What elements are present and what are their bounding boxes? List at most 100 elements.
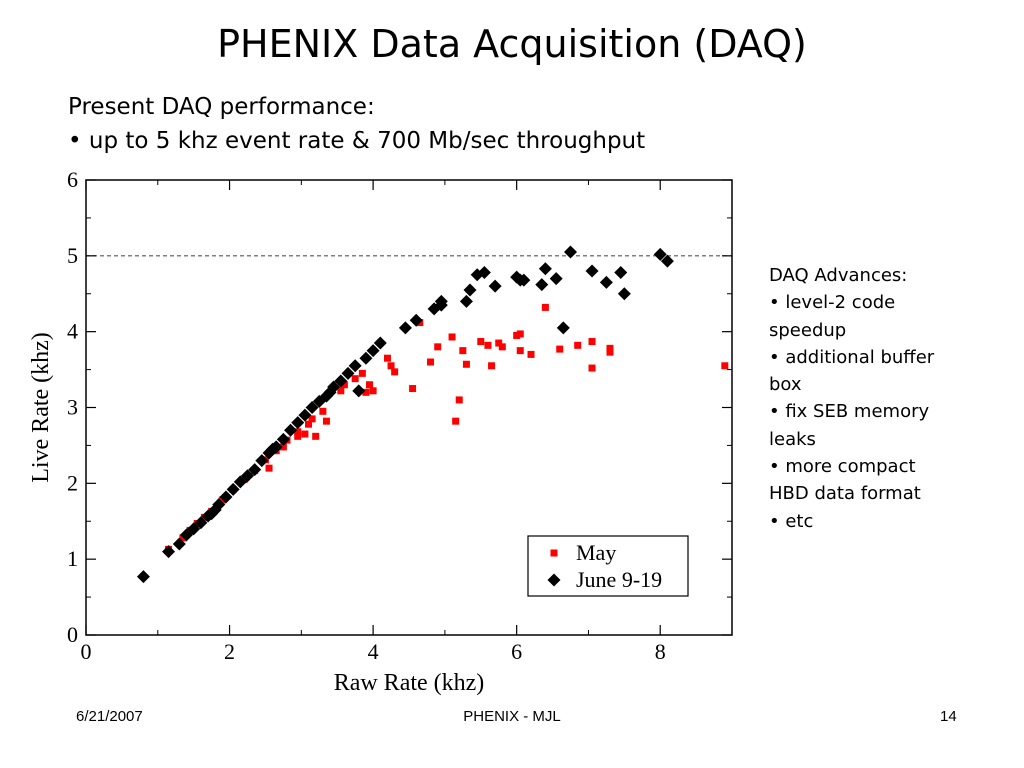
data-point-diamond	[660, 254, 674, 268]
chart-axes-layer: 0 2 4 6 8 0 1 2 3 4 5 6	[67, 170, 732, 664]
data-point-square	[319, 407, 327, 415]
data-point-diamond	[172, 537, 186, 551]
data-point-diamond	[348, 359, 362, 373]
side-notes-heading: DAQ Advances:	[769, 265, 908, 286]
data-point-square	[340, 381, 348, 389]
data-point-diamond	[434, 298, 448, 312]
footer-date: 6/21/2007	[76, 708, 143, 725]
data-point-square	[409, 385, 417, 393]
y-tick-label: 6	[67, 170, 78, 192]
data-point-square	[294, 428, 302, 436]
data-point-diamond	[255, 454, 269, 468]
data-point-square	[265, 464, 273, 472]
data-point-diamond	[614, 266, 628, 280]
data-point-square	[358, 369, 366, 377]
x-tick-label: 2	[224, 639, 235, 664]
legend-marker-square	[550, 549, 558, 557]
data-point-diamond	[517, 273, 531, 287]
data-point-square	[369, 387, 377, 395]
data-point-square	[383, 354, 391, 362]
data-point-square	[294, 432, 302, 440]
data-point-diamond	[208, 503, 222, 517]
data-point-square	[541, 303, 549, 311]
data-point-square	[305, 420, 313, 428]
subheading-line-2: • up to 5 khz event rate & 700 Mb/sec th…	[68, 128, 646, 154]
data-point-square	[477, 338, 485, 346]
data-point-diamond	[463, 283, 477, 297]
data-point-square	[322, 417, 330, 425]
data-point-square	[179, 534, 187, 542]
data-point-diamond	[398, 321, 412, 335]
series-june	[136, 245, 674, 584]
y-tick-label: 3	[67, 395, 78, 420]
data-point-square	[301, 430, 309, 438]
data-point-square	[312, 432, 320, 440]
side-note-line: • fix SEB memory	[769, 401, 930, 423]
data-point-square	[337, 387, 345, 395]
data-point-diamond	[599, 275, 613, 289]
data-point-diamond	[373, 336, 387, 350]
data-point-diamond	[284, 423, 298, 437]
footer-center: PHENIX - MJL	[463, 708, 561, 725]
data-point-square	[459, 347, 467, 355]
data-point-diamond	[409, 313, 423, 327]
series-may	[165, 303, 729, 553]
data-point-diamond	[248, 463, 262, 477]
data-point-square	[351, 375, 359, 383]
data-point-diamond	[162, 545, 176, 559]
y-tick-label: 0	[67, 622, 78, 647]
data-point-square	[462, 360, 470, 368]
slide-title: PHENIX Data Acquisition (DAQ)	[217, 22, 807, 66]
legend-marker-diamond	[547, 573, 561, 587]
side-note-line: • more compact	[769, 456, 916, 478]
legend-label: June 9-19	[576, 567, 662, 592]
side-note-line: HBD data format	[769, 483, 921, 505]
data-point-square	[366, 381, 374, 389]
data-point-diamond	[276, 432, 290, 446]
x-axis-label: Raw Rate (khz)	[334, 670, 485, 696]
data-point-square	[527, 350, 535, 358]
data-point-diamond	[556, 321, 570, 335]
data-point-diamond	[241, 469, 254, 483]
side-note-line: • level-2 code	[769, 292, 896, 314]
y-tick-label: 4	[67, 319, 78, 344]
x-tick-label: 6	[511, 639, 522, 664]
data-point-diamond	[585, 264, 599, 278]
data-point-diamond	[219, 490, 233, 504]
data-point-diamond	[298, 408, 312, 422]
data-point-diamond	[653, 247, 667, 261]
data-point-diamond	[291, 416, 305, 430]
y-tick-label: 1	[67, 546, 78, 571]
data-point-square	[495, 339, 503, 347]
data-point-diamond	[187, 522, 201, 536]
data-point-diamond	[488, 279, 502, 293]
y-tick-label: 5	[67, 243, 78, 268]
x-tick-label: 4	[368, 639, 379, 664]
data-point-square	[513, 331, 521, 339]
data-point-square	[448, 333, 456, 341]
side-note-line: box	[769, 374, 802, 396]
data-point-diamond	[266, 442, 280, 456]
scatter-chart: 0 2 4 6 8 0 1 2 3 4 5 6 Raw Rate (khz) Live Rate (k…	[28, 170, 733, 696]
data-point-diamond	[366, 344, 380, 358]
side-note-line: • additional buffer	[769, 346, 935, 368]
data-point-square	[498, 343, 506, 351]
data-point-diamond	[617, 287, 631, 301]
x-tick-label: 0	[81, 639, 92, 664]
data-point-square	[606, 348, 614, 356]
data-point-square	[484, 341, 492, 349]
data-point-diamond	[226, 482, 240, 496]
data-point-diamond	[538, 262, 552, 276]
chart-points-layer	[136, 245, 729, 584]
data-point-diamond	[341, 366, 355, 380]
data-point-diamond	[549, 272, 563, 286]
footer-page-number: 14	[940, 708, 957, 725]
side-notes: DAQ Advances: • level-2 code speedup • a…	[769, 262, 979, 535]
data-point-square	[574, 341, 582, 349]
data-point-square	[588, 364, 596, 372]
x-tick-label: 8	[655, 639, 666, 664]
data-point-square	[434, 343, 442, 351]
data-point-diamond	[564, 245, 577, 259]
data-point-diamond	[323, 385, 337, 399]
